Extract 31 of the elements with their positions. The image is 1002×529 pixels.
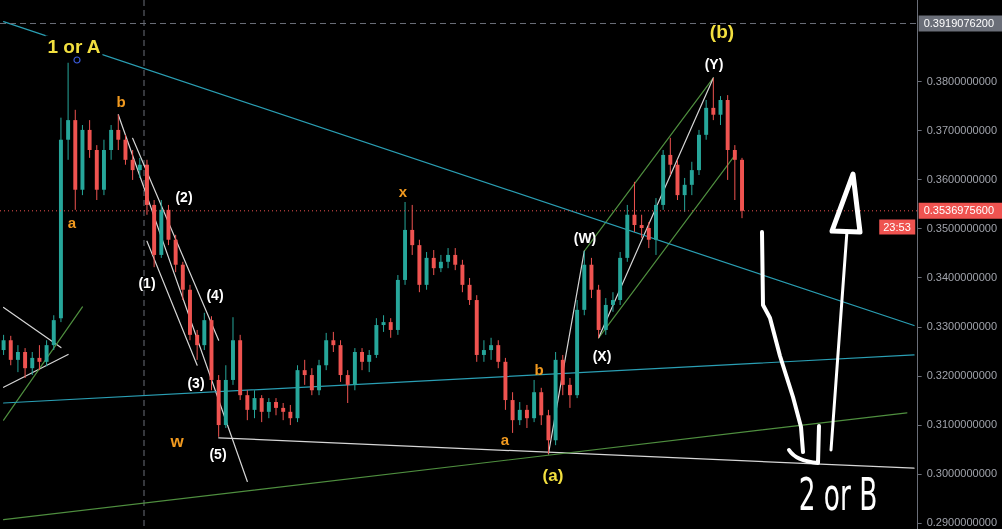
y-tick-label: 0.2900000000 xyxy=(926,516,998,529)
annotation: (4) xyxy=(206,287,224,303)
annotation: a xyxy=(500,430,510,448)
annotation: b xyxy=(116,92,126,110)
y-tick-label: 0.3000000000 xyxy=(926,467,998,480)
ref-line-label: 0.3536975600 xyxy=(923,203,995,216)
annotation: (X) xyxy=(592,348,612,364)
y-tick-label: 0.3100000000 xyxy=(926,418,998,431)
ref-line-label: 0.3919076200 xyxy=(923,16,995,29)
y-tick-label: 0.3200000000 xyxy=(926,369,998,382)
annotation: (b) xyxy=(709,20,735,42)
annotation: w xyxy=(170,431,184,451)
annotation: b xyxy=(534,360,544,378)
y-tick-label: 0.3800000000 xyxy=(926,74,998,87)
y-tick-label: 0.3600000000 xyxy=(926,172,998,185)
annotation: 1 or A xyxy=(45,35,103,57)
y-tick-label: 0.3400000000 xyxy=(926,271,998,284)
annotation: a xyxy=(67,213,77,231)
y-tick-label: 0.3700000000 xyxy=(926,123,998,136)
annotation: 23:53 xyxy=(879,219,915,235)
annotation: (2) xyxy=(175,189,193,205)
annotation: (1) xyxy=(138,275,156,291)
y-tick-label: 0.3300000000 xyxy=(926,320,998,333)
annotation: x xyxy=(398,182,408,200)
annotation: (Y) xyxy=(704,56,724,72)
annotation: (3) xyxy=(187,375,205,391)
annotation: (5) xyxy=(209,446,227,462)
y-tick-label: 0.3500000000 xyxy=(926,221,998,234)
annotation: 2 or B xyxy=(798,469,878,520)
annotation: (a) xyxy=(542,465,564,485)
annotation: (W) xyxy=(573,230,597,246)
